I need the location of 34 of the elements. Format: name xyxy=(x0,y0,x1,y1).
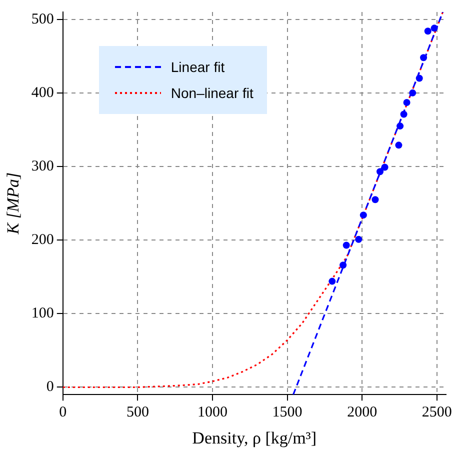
line-series xyxy=(62,12,444,388)
x-tick-label: 1500 xyxy=(272,404,302,421)
point xyxy=(420,54,428,62)
y-tick-label: 200 xyxy=(31,232,54,248)
y-axis-title: K [MPa] xyxy=(4,172,23,236)
point xyxy=(395,142,402,149)
y-tick-label: 500 xyxy=(31,11,54,28)
point xyxy=(400,110,408,118)
y-tick-label: 400 xyxy=(31,84,54,101)
point xyxy=(381,164,388,171)
point xyxy=(396,122,404,130)
x-tick-label: 0 xyxy=(59,404,67,421)
x-tick-label: 1000 xyxy=(197,404,228,421)
point xyxy=(403,99,410,106)
point xyxy=(340,262,347,269)
x-tick-label: 2000 xyxy=(347,404,378,421)
point xyxy=(409,89,416,96)
legend-label: Linear fit xyxy=(170,59,225,75)
point xyxy=(355,236,362,243)
legend-label: Non–linear fit xyxy=(170,85,254,101)
point xyxy=(360,212,367,219)
point xyxy=(342,242,350,249)
point xyxy=(416,74,423,82)
y-tick-label: 100 xyxy=(31,306,54,322)
y-tick-label: 0 xyxy=(46,379,54,396)
x-tick-label: 2500 xyxy=(422,404,452,421)
point xyxy=(430,24,438,32)
point xyxy=(424,28,432,35)
point xyxy=(328,278,336,285)
x-tick-label: 500 xyxy=(126,404,149,421)
x-axis-title: Density, ρ [kg/m³] xyxy=(192,428,317,448)
point xyxy=(372,196,379,204)
point xyxy=(376,168,384,176)
y-tick-label: 300 xyxy=(31,158,54,174)
